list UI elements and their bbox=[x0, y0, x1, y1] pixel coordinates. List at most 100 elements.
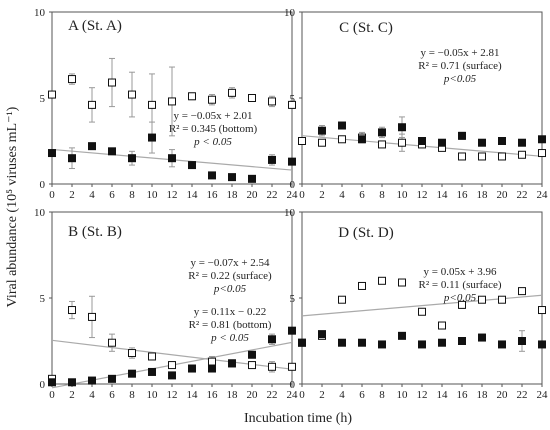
fit-equation-line: y = −0.05x + 2.01 bbox=[173, 110, 252, 122]
data-point-open-square bbox=[208, 357, 216, 366]
data-point-filled-square bbox=[438, 338, 446, 347]
y-tick-label: 0 bbox=[290, 379, 296, 391]
x-tick-label: 6 bbox=[359, 389, 365, 401]
fit-equation-line: p < 0.05 bbox=[210, 332, 249, 344]
data-point-open-square bbox=[268, 362, 276, 371]
x-tick-label: 10 bbox=[397, 389, 409, 401]
data-point-open-square bbox=[338, 295, 346, 304]
x-tick-label: 20 bbox=[497, 389, 509, 401]
data-point-filled-square bbox=[378, 340, 386, 349]
data-point-open-square bbox=[88, 312, 96, 321]
x-tick-label: 0 bbox=[49, 189, 55, 201]
y-tick-label: 10 bbox=[284, 207, 296, 219]
data-point-filled-square bbox=[88, 142, 96, 151]
fit-equation-line: y = −0.07x + 2.54 bbox=[190, 257, 270, 269]
data-point-filled-square bbox=[48, 149, 56, 158]
y-tick-label: 10 bbox=[34, 7, 46, 19]
data-point-filled-square bbox=[418, 340, 426, 349]
x-tick-label: 8 bbox=[379, 389, 385, 401]
x-tick-label: 20 bbox=[247, 189, 259, 201]
figure-xlabel: Incubation time (h) bbox=[244, 411, 352, 426]
data-point-open-square bbox=[288, 100, 296, 109]
x-tick-label: 14 bbox=[437, 189, 449, 201]
data-point-open-square bbox=[458, 152, 466, 161]
fit-equation-line: R² = 0.22 (surface) bbox=[188, 270, 272, 282]
x-tick-label: 0 bbox=[299, 189, 305, 201]
y-tick-label: 5 bbox=[40, 93, 46, 105]
x-tick-label: 4 bbox=[89, 389, 95, 401]
data-point-filled-square bbox=[498, 340, 506, 349]
x-tick-label: 2 bbox=[69, 189, 75, 201]
data-point-filled-square bbox=[418, 137, 426, 145]
x-tick-label: 12 bbox=[167, 189, 178, 201]
data-point-filled-square bbox=[168, 154, 176, 163]
data-point-filled-square bbox=[188, 161, 196, 170]
data-point-open-square bbox=[478, 295, 486, 304]
data-point-filled-square bbox=[538, 340, 546, 349]
x-tick-label: 2 bbox=[319, 389, 325, 401]
fit-equation-line: p<0.05 bbox=[213, 283, 247, 295]
data-point-filled-square bbox=[538, 135, 546, 144]
data-point-open-square bbox=[298, 137, 306, 145]
data-point-open-square bbox=[358, 281, 366, 290]
x-tick-label: 18 bbox=[477, 389, 489, 401]
x-tick-label: 22 bbox=[267, 389, 278, 401]
x-tick-label: 12 bbox=[167, 389, 178, 401]
data-point-open-square bbox=[458, 300, 466, 309]
data-point-filled-square bbox=[268, 335, 276, 344]
data-point-open-square bbox=[418, 307, 426, 316]
x-tick-label: 8 bbox=[379, 189, 385, 201]
fit-equation-line: p<0.05 bbox=[443, 73, 477, 85]
panel-title: C (St. C) bbox=[339, 20, 393, 36]
x-tick-label: 4 bbox=[339, 189, 345, 201]
data-point-open-square bbox=[88, 100, 96, 109]
x-tick-label: 6 bbox=[109, 389, 115, 401]
x-tick-label: 12 bbox=[417, 189, 428, 201]
x-tick-label: 22 bbox=[267, 189, 278, 201]
data-point-filled-square bbox=[288, 326, 296, 335]
fit-equation-line: y = −0.05x + 2.81 bbox=[420, 47, 499, 59]
data-point-open-square bbox=[498, 152, 506, 161]
data-point-filled-square bbox=[288, 157, 296, 166]
data-point-filled-square bbox=[518, 337, 526, 345]
data-point-filled-square bbox=[398, 123, 406, 132]
data-point-filled-square bbox=[108, 374, 116, 383]
data-point-filled-square bbox=[268, 155, 276, 164]
data-point-filled-square bbox=[48, 378, 56, 387]
data-point-filled-square bbox=[318, 126, 326, 135]
x-tick-label: 16 bbox=[457, 189, 469, 201]
data-point-filled-square bbox=[358, 135, 366, 144]
x-tick-label: 20 bbox=[247, 389, 259, 401]
y-tick-label: 0 bbox=[290, 179, 296, 191]
data-point-open-square bbox=[148, 100, 156, 109]
fit-equation-line: R² = 0.11 (surface) bbox=[418, 279, 501, 291]
data-point-open-square bbox=[208, 95, 216, 104]
fit-equation-line: p<0.05 bbox=[443, 292, 477, 304]
y-tick-label: 0 bbox=[40, 179, 46, 191]
data-point-open-square bbox=[398, 138, 406, 147]
x-tick-label: 24 bbox=[287, 189, 299, 201]
x-tick-label: 14 bbox=[187, 389, 199, 401]
x-tick-label: 22 bbox=[517, 389, 528, 401]
y-tick-label: 5 bbox=[290, 93, 296, 105]
data-point-open-square bbox=[148, 352, 156, 361]
data-point-filled-square bbox=[228, 359, 236, 368]
data-point-filled-square bbox=[228, 173, 236, 182]
data-point-filled-square bbox=[438, 138, 446, 147]
data-point-filled-square bbox=[498, 137, 506, 145]
data-point-open-square bbox=[288, 362, 296, 371]
y-tick-label: 10 bbox=[34, 207, 46, 219]
data-point-open-square bbox=[378, 276, 386, 285]
data-point-filled-square bbox=[108, 147, 116, 156]
data-point-open-square bbox=[478, 152, 486, 161]
x-tick-label: 4 bbox=[339, 389, 345, 401]
data-point-filled-square bbox=[398, 331, 406, 340]
data-point-open-square bbox=[538, 306, 546, 315]
x-tick-label: 16 bbox=[207, 189, 219, 201]
y-tick-label: 5 bbox=[290, 293, 296, 305]
data-point-filled-square bbox=[478, 333, 486, 342]
data-point-open-square bbox=[498, 295, 506, 304]
